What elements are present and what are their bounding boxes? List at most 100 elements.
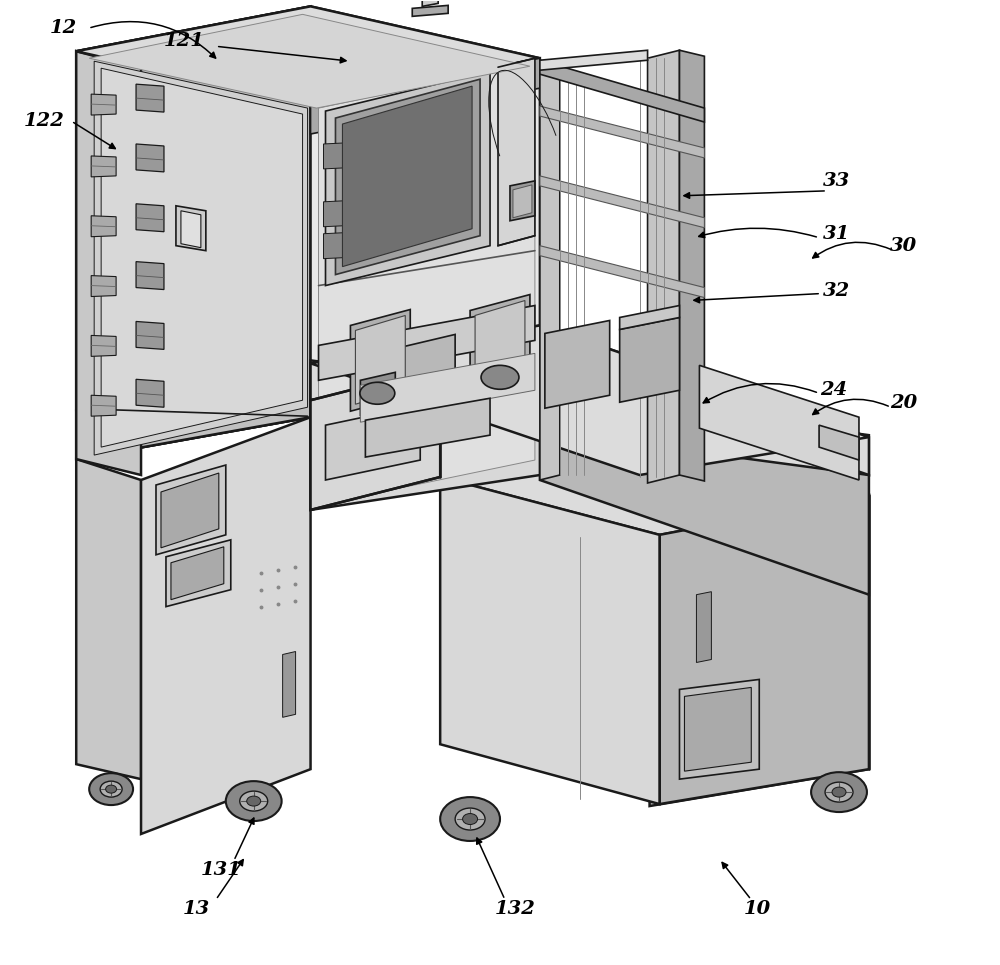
Polygon shape	[699, 366, 859, 480]
Polygon shape	[440, 477, 660, 804]
Polygon shape	[181, 210, 201, 248]
Polygon shape	[91, 396, 116, 416]
Polygon shape	[650, 495, 869, 806]
Polygon shape	[365, 399, 490, 457]
Ellipse shape	[89, 773, 133, 805]
Ellipse shape	[463, 813, 478, 824]
Polygon shape	[540, 176, 704, 228]
Polygon shape	[94, 61, 308, 455]
Polygon shape	[342, 86, 472, 266]
Polygon shape	[335, 79, 480, 275]
Polygon shape	[311, 325, 869, 475]
Polygon shape	[311, 360, 869, 475]
Text: 12: 12	[50, 19, 77, 38]
Polygon shape	[400, 335, 455, 413]
Polygon shape	[360, 372, 395, 415]
Polygon shape	[311, 368, 440, 510]
Polygon shape	[679, 679, 759, 779]
Polygon shape	[311, 325, 869, 475]
Polygon shape	[136, 204, 164, 232]
Polygon shape	[470, 294, 530, 397]
Polygon shape	[136, 144, 164, 172]
Polygon shape	[311, 58, 540, 134]
Ellipse shape	[825, 783, 853, 802]
Polygon shape	[76, 459, 141, 779]
Polygon shape	[166, 539, 231, 607]
Text: 122: 122	[24, 112, 65, 130]
Polygon shape	[355, 316, 405, 404]
Polygon shape	[91, 156, 116, 177]
Polygon shape	[440, 437, 869, 535]
Text: 31: 31	[823, 225, 851, 243]
Polygon shape	[91, 95, 116, 115]
Polygon shape	[620, 306, 679, 329]
Polygon shape	[76, 51, 141, 475]
Text: 10: 10	[744, 899, 771, 918]
Polygon shape	[684, 687, 751, 771]
Polygon shape	[545, 320, 610, 408]
Text: 30: 30	[890, 236, 917, 255]
Polygon shape	[91, 276, 116, 296]
Ellipse shape	[832, 787, 846, 797]
Polygon shape	[324, 143, 343, 169]
Ellipse shape	[440, 797, 500, 841]
Polygon shape	[283, 651, 296, 717]
Polygon shape	[510, 180, 535, 221]
Ellipse shape	[240, 791, 268, 811]
Polygon shape	[101, 69, 303, 447]
Polygon shape	[819, 426, 859, 460]
Polygon shape	[319, 62, 535, 505]
Polygon shape	[540, 246, 704, 297]
Polygon shape	[136, 379, 164, 407]
Polygon shape	[326, 71, 490, 286]
Ellipse shape	[226, 781, 282, 821]
Polygon shape	[324, 201, 343, 227]
Text: 33: 33	[823, 172, 851, 190]
Ellipse shape	[455, 808, 485, 830]
Text: 131: 131	[200, 861, 241, 879]
Polygon shape	[513, 185, 532, 218]
Polygon shape	[319, 306, 535, 380]
Polygon shape	[660, 495, 869, 804]
Ellipse shape	[100, 781, 122, 797]
Polygon shape	[422, 0, 438, 7]
Polygon shape	[648, 50, 679, 483]
Ellipse shape	[106, 786, 117, 793]
Polygon shape	[311, 364, 540, 510]
Polygon shape	[161, 473, 219, 548]
Polygon shape	[696, 592, 711, 663]
Polygon shape	[360, 353, 535, 422]
Ellipse shape	[247, 796, 261, 806]
Text: 32: 32	[823, 282, 851, 299]
Ellipse shape	[811, 772, 867, 813]
Polygon shape	[620, 317, 679, 402]
Polygon shape	[475, 300, 525, 389]
Polygon shape	[91, 336, 116, 356]
Polygon shape	[412, 6, 448, 16]
Polygon shape	[540, 106, 704, 158]
Polygon shape	[679, 50, 704, 481]
Ellipse shape	[360, 382, 395, 404]
Polygon shape	[76, 26, 311, 426]
Polygon shape	[136, 321, 164, 349]
Polygon shape	[311, 58, 540, 460]
Text: 13: 13	[182, 899, 210, 918]
Polygon shape	[156, 465, 226, 555]
Polygon shape	[540, 50, 648, 70]
Polygon shape	[76, 7, 540, 101]
Text: 20: 20	[890, 395, 917, 412]
Polygon shape	[76, 7, 540, 104]
Text: 24: 24	[820, 381, 848, 400]
Polygon shape	[91, 216, 116, 236]
Polygon shape	[350, 310, 410, 411]
Ellipse shape	[481, 366, 519, 389]
Polygon shape	[324, 233, 343, 259]
Text: 121: 121	[163, 32, 204, 50]
Polygon shape	[136, 262, 164, 290]
Polygon shape	[171, 547, 224, 599]
Polygon shape	[498, 58, 535, 246]
Polygon shape	[89, 14, 530, 108]
Polygon shape	[326, 405, 420, 480]
Polygon shape	[141, 417, 311, 834]
Polygon shape	[76, 51, 311, 459]
